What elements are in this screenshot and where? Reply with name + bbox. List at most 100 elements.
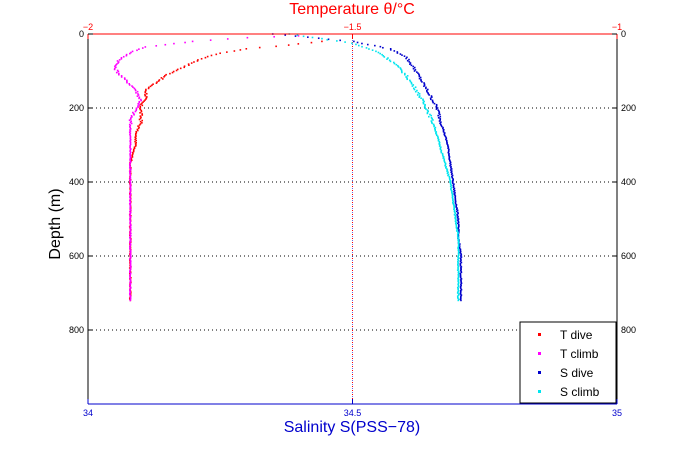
data-point — [129, 247, 131, 249]
data-point — [317, 37, 320, 40]
data-point — [396, 51, 399, 53]
data-point — [129, 273, 132, 276]
legend-box — [519, 321, 617, 404]
data-point — [451, 181, 454, 183]
data-point — [453, 209, 456, 212]
data-point — [455, 210, 458, 213]
data-point — [137, 105, 139, 107]
data-point — [120, 75, 123, 77]
data-point — [459, 275, 462, 278]
bottom-axis-title: Salinity S(PSS−78) — [284, 419, 421, 436]
data-point — [144, 90, 147, 93]
data-point — [460, 255, 462, 257]
data-point — [117, 61, 120, 63]
data-point — [442, 155, 444, 157]
data-point — [173, 42, 175, 45]
data-point — [424, 107, 426, 109]
data-point — [451, 190, 453, 193]
data-point — [423, 106, 426, 108]
data-point — [452, 186, 455, 189]
data-point — [129, 52, 131, 55]
data-point — [408, 61, 411, 63]
data-point — [446, 144, 449, 146]
data-point — [140, 110, 143, 113]
data-point — [460, 271, 463, 274]
data-point — [169, 72, 171, 75]
data-point — [449, 162, 451, 165]
data-point — [131, 50, 134, 53]
data-point — [457, 284, 460, 287]
data-point — [135, 107, 138, 110]
data-point — [368, 48, 370, 50]
data-point — [379, 52, 381, 55]
data-point — [460, 266, 463, 268]
data-point — [438, 112, 440, 115]
legend-label: T climb — [560, 347, 599, 361]
data-point — [459, 249, 462, 252]
data-point — [141, 102, 143, 105]
data-point — [456, 214, 459, 217]
data-point — [420, 97, 422, 100]
data-point — [414, 69, 417, 71]
data-point — [129, 163, 131, 166]
data-point — [452, 184, 455, 187]
data-point — [451, 197, 454, 200]
data-point — [137, 94, 140, 96]
data-point — [131, 155, 133, 157]
data-point — [455, 226, 458, 229]
data-point — [452, 204, 455, 206]
data-point — [457, 247, 459, 250]
data-point — [163, 76, 165, 78]
data-point — [115, 66, 117, 69]
data-point — [457, 249, 460, 252]
data-point — [458, 254, 460, 256]
data-point — [458, 224, 460, 227]
data-point — [129, 125, 131, 128]
data-point — [460, 279, 462, 281]
data-point — [129, 173, 131, 176]
data-point — [129, 295, 132, 297]
data-point — [432, 101, 434, 104]
data-point — [134, 133, 137, 135]
data-point — [457, 279, 460, 281]
data-point — [458, 293, 460, 295]
data-point — [129, 229, 132, 231]
data-point — [135, 137, 137, 140]
data-point — [356, 41, 359, 44]
data-point — [129, 235, 132, 238]
data-point — [427, 93, 430, 95]
data-point — [129, 195, 131, 197]
data-point — [460, 284, 462, 287]
data-point — [405, 76, 407, 78]
data-point — [357, 44, 360, 47]
data-point — [321, 37, 323, 40]
data-point — [129, 141, 132, 143]
data-point — [434, 126, 437, 129]
data-point — [455, 230, 458, 232]
data-point — [451, 196, 454, 199]
data-point — [134, 89, 137, 92]
data-point — [442, 126, 444, 129]
data-point — [118, 73, 120, 76]
data-point — [460, 283, 462, 286]
data-point — [457, 268, 460, 270]
data-point — [460, 254, 463, 256]
data-point — [129, 214, 131, 217]
data-point — [187, 63, 190, 65]
data-point — [447, 146, 450, 148]
data-point — [129, 260, 132, 262]
data-point — [129, 277, 131, 279]
data-point — [129, 130, 132, 132]
data-point — [459, 285, 462, 288]
data-point — [215, 53, 218, 56]
data-point — [130, 224, 132, 227]
data-point — [139, 106, 142, 109]
data-point — [129, 149, 132, 151]
data-point — [136, 49, 138, 52]
data-point — [450, 186, 453, 189]
data-point — [450, 167, 452, 169]
data-point — [129, 263, 132, 266]
data-point — [450, 165, 452, 168]
data-point — [420, 79, 422, 82]
data-point — [457, 288, 459, 291]
